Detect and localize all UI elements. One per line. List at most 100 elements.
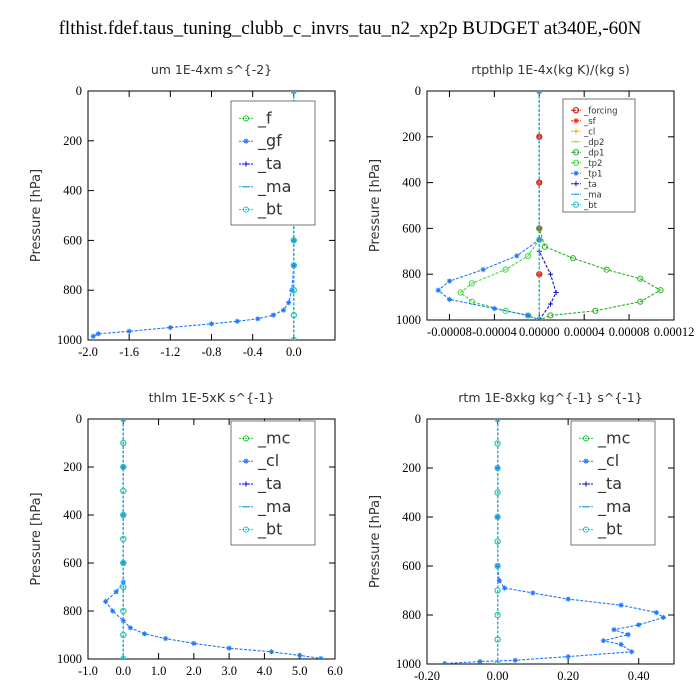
legend-item: _tp1 (571, 169, 602, 179)
series-point (290, 262, 297, 269)
legend-marker (582, 435, 590, 442)
x-tick-label: -1.2 (160, 345, 180, 359)
legend-item: _cl (579, 451, 619, 471)
series-point (297, 652, 303, 658)
legend-marker (242, 115, 250, 122)
series-point (494, 611, 501, 619)
legend-label: _tp1 (583, 169, 602, 179)
legend-label: _forcing (583, 106, 618, 116)
legend-marker (573, 128, 579, 134)
x-tick-label: -1.6 (119, 345, 139, 359)
x-tick-label: 0.0 (115, 664, 131, 678)
x-tick-label: 0.0 (286, 345, 302, 359)
legend: _f _gf _ta _ma _bt (230, 100, 316, 226)
series-point (120, 631, 127, 639)
x-tick-label: 4.0 (257, 664, 273, 678)
series-point (120, 419, 127, 423)
y-tick-label: 0 (415, 412, 421, 426)
legend-item: _ma (239, 177, 291, 197)
x-tick-label: -2.0 (78, 345, 98, 359)
series-point (547, 312, 554, 319)
series-point (120, 535, 127, 543)
legend-item: _ma (239, 497, 291, 517)
legend-label: _cl (597, 451, 619, 471)
panel-title: um 1E-4xm s^{-2} (151, 62, 272, 77)
series-point (442, 660, 448, 664)
series-bt (120, 419, 127, 659)
x-tick-label: 5.0 (292, 664, 308, 678)
series-point (477, 658, 483, 664)
series-point (120, 439, 127, 447)
series-point (280, 307, 287, 313)
series-point (618, 602, 624, 608)
chart-panel-3: thlm 1E-5xK s^{-1} Pressure [hPa] 0 200 400 6… (29, 390, 343, 678)
legend-label: _bt (257, 520, 282, 540)
series-line (538, 91, 662, 320)
y-tick-label: 0 (76, 412, 82, 426)
legend-label: _cl (583, 127, 595, 137)
y-tick-label: 0 (415, 84, 421, 98)
panel-title: rtm 1E-8xkg kg^{-1} s^{-1} (458, 390, 642, 405)
series-point (629, 649, 635, 655)
legend-label: _cl (257, 451, 279, 471)
series-bt (536, 91, 543, 320)
series-point (514, 253, 520, 259)
series-tp1 (435, 91, 542, 320)
legend: _mc _cl _ta _ma _bt (230, 420, 316, 546)
panel-title: thlm 1E-5xK s^{-1} (149, 390, 275, 405)
x-tick-label: -0.8 (202, 345, 222, 359)
series-point (120, 463, 127, 471)
legend-item: _cl (571, 127, 595, 137)
series-point (289, 287, 295, 293)
series-point (290, 237, 297, 244)
series-point (494, 660, 501, 664)
y-tick-label: 800 (63, 283, 82, 297)
series-point (636, 622, 642, 628)
series-point (120, 583, 127, 591)
series-point (113, 589, 119, 595)
series-point (637, 275, 644, 282)
y-tick-label: 1000 (57, 333, 82, 347)
legend-marker (242, 526, 250, 533)
legend-item: _ma (571, 190, 602, 200)
series-point (565, 654, 571, 660)
legend-item: _bt (579, 520, 622, 540)
series-point (496, 578, 502, 584)
y-tick-label: 200 (402, 461, 421, 475)
series-point (547, 301, 554, 307)
legend-label: _dp1 (583, 148, 604, 158)
x-tick-label: -0.4 (243, 345, 264, 359)
series-tp2 (457, 91, 543, 320)
series-point (208, 321, 215, 327)
x-tick-label: 2.0 (186, 664, 202, 678)
series-point (660, 614, 667, 621)
series-point (603, 266, 610, 273)
legend-item: _dp2 (571, 138, 604, 148)
legend-label: _ta (257, 154, 282, 174)
legend-item: _f (239, 108, 272, 128)
series-point (291, 337, 297, 340)
series-point (553, 289, 559, 296)
legend-label: _gf (257, 131, 282, 151)
series-point (494, 562, 501, 570)
series-bt (494, 419, 501, 664)
series-point (468, 298, 476, 305)
y-axis-label: Pressure [hPa] (368, 159, 383, 252)
series-point (494, 419, 501, 423)
series-point (103, 598, 109, 604)
legend-label: _f (257, 108, 272, 128)
legend-marker (572, 201, 580, 208)
legend-marker (572, 149, 580, 156)
series-ta (536, 91, 559, 320)
series-point (446, 296, 453, 302)
series-point (512, 657, 518, 663)
legend-label: _ta (583, 180, 597, 190)
series-point (494, 636, 501, 643)
series-point (120, 607, 127, 615)
legend-marker (243, 458, 249, 464)
series-line (538, 91, 557, 320)
series-point (255, 316, 261, 322)
series-point (536, 271, 542, 277)
legend-item: _ma (579, 497, 631, 517)
legend-label: _sf (583, 117, 597, 127)
